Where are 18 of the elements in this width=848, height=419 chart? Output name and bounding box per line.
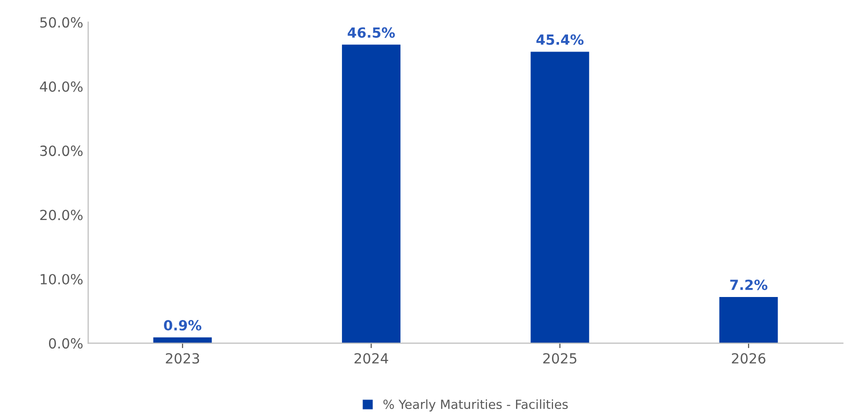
legend-label: % Yearly Maturities - Facilities — [383, 399, 568, 412]
y-tick-label: 40.0% — [40, 81, 83, 92]
x-tick-label: 2026 — [732, 353, 766, 364]
x-tick-label: 2024 — [354, 353, 388, 364]
y-tick-label: 30.0% — [40, 146, 83, 156]
y-tick-label: 20.0% — [40, 210, 83, 220]
bar — [342, 44, 400, 344]
y-tick-label: 0.0% — [48, 338, 83, 349]
bar — [719, 296, 778, 344]
y-tick-label: 10.0% — [40, 274, 83, 284]
data-label: 45.4% — [536, 34, 584, 45]
data-label: 0.9% — [164, 320, 202, 331]
data-label: 7.2% — [730, 280, 768, 290]
x-tick-label: 2023 — [166, 353, 200, 364]
y-tick-label: 50.0% — [40, 17, 83, 28]
bar — [530, 52, 590, 344]
data-label: 46.5% — [348, 27, 395, 38]
x-tick-label: 2025 — [543, 353, 576, 364]
